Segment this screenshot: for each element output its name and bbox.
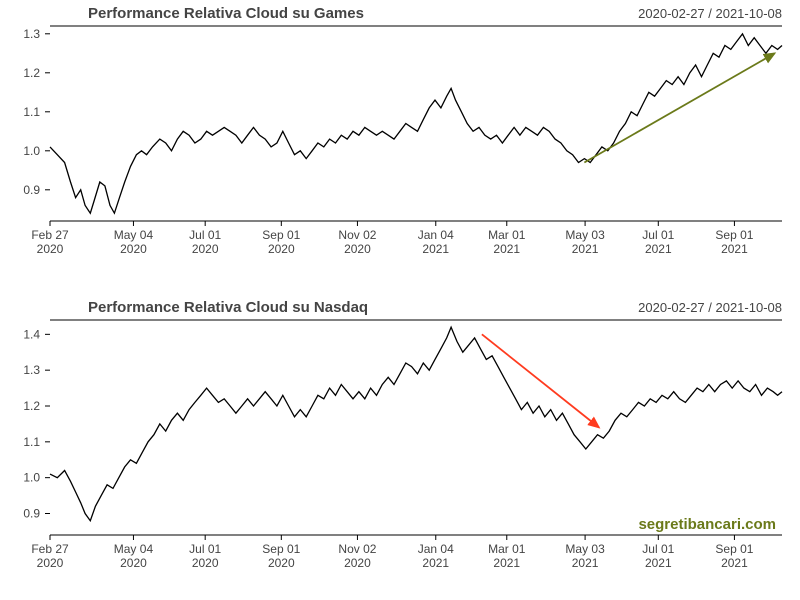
- x-tick-label-bottom: 2021: [572, 556, 599, 570]
- chart-top: Performance Relativa Cloud su Games 2020-…: [23, 5, 782, 256]
- x-tick-label-top: Sep 01: [262, 228, 300, 242]
- chart-top-trend-arrow: [584, 53, 774, 162]
- chart-top-series-line: [50, 34, 782, 213]
- y-tick-label: 0.9: [23, 183, 40, 197]
- chart-canvas: Performance Relativa Cloud su Games 2020-…: [0, 0, 800, 600]
- y-tick-label: 1.0: [23, 471, 40, 485]
- y-tick-label: 1.2: [23, 66, 40, 80]
- chart-bottom-trend-arrow: [482, 334, 599, 427]
- x-tick-label-top: Jul 01: [642, 542, 674, 556]
- x-tick-label-bottom: 2021: [422, 242, 449, 256]
- x-tick-label-bottom: 2021: [645, 242, 672, 256]
- x-tick-label-bottom: 2021: [493, 556, 520, 570]
- x-tick-label-top: Nov 02: [338, 228, 376, 242]
- x-tick-label-bottom: 2020: [37, 556, 64, 570]
- watermark-text: segretibancari.com: [638, 516, 776, 533]
- y-tick-label: 1.3: [23, 27, 40, 41]
- x-tick-label-top: Sep 01: [262, 542, 300, 556]
- chart-top-title: Performance Relativa Cloud su Games: [88, 5, 364, 22]
- x-tick-label-top: Sep 01: [715, 228, 753, 242]
- x-tick-label-bottom: 2020: [192, 556, 219, 570]
- x-tick-label-top: Jan 04: [418, 542, 454, 556]
- x-tick-label-bottom: 2021: [721, 242, 748, 256]
- x-tick-label-top: Feb 27: [31, 542, 69, 556]
- x-tick-label-bottom: 2021: [572, 242, 599, 256]
- x-tick-label-bottom: 2020: [192, 242, 219, 256]
- x-tick-label-top: Mar 01: [488, 542, 526, 556]
- x-tick-label-bottom: 2021: [422, 556, 449, 570]
- x-tick-label-bottom: 2020: [344, 556, 371, 570]
- x-tick-label-top: Jul 01: [642, 228, 674, 242]
- x-tick-label-bottom: 2020: [344, 242, 371, 256]
- x-tick-label-top: Mar 01: [488, 228, 526, 242]
- x-tick-label-top: Sep 01: [715, 542, 753, 556]
- x-tick-label-bottom: 2020: [120, 556, 147, 570]
- x-tick-label-bottom: 2021: [645, 556, 672, 570]
- x-tick-label-top: Jan 04: [418, 228, 454, 242]
- y-tick-label: 0.9: [23, 507, 40, 521]
- x-tick-label-top: Jul 01: [189, 542, 221, 556]
- x-tick-label-bottom: 2020: [120, 242, 147, 256]
- chart-bottom-title: Performance Relativa Cloud su Nasdaq: [88, 299, 368, 316]
- x-tick-label-top: Feb 27: [31, 228, 69, 242]
- x-tick-label-top: May 03: [565, 542, 605, 556]
- x-tick-label-bottom: 2021: [721, 556, 748, 570]
- y-tick-label: 1.1: [23, 105, 40, 119]
- x-tick-label-bottom: 2020: [268, 556, 295, 570]
- x-tick-label-top: May 03: [565, 228, 605, 242]
- y-tick-label: 1.1: [23, 435, 40, 449]
- chart-bottom-date-range: 2020-02-27 / 2021-10-08: [638, 300, 782, 315]
- x-tick-label-bottom: 2020: [268, 242, 295, 256]
- x-tick-label-top: May 04: [114, 542, 154, 556]
- y-tick-label: 1.2: [23, 399, 40, 413]
- x-tick-label-top: Nov 02: [338, 542, 376, 556]
- x-tick-label-top: May 04: [114, 228, 154, 242]
- chart-top-date-range: 2020-02-27 / 2021-10-08: [638, 6, 782, 21]
- x-tick-label-top: Jul 01: [189, 228, 221, 242]
- y-tick-label: 1.3: [23, 363, 40, 377]
- x-tick-label-bottom: 2021: [493, 242, 520, 256]
- chart-bottom-series-line: [50, 327, 782, 521]
- y-tick-label: 1.0: [23, 144, 40, 158]
- x-tick-label-bottom: 2020: [37, 242, 64, 256]
- y-tick-label: 1.4: [23, 327, 40, 341]
- chart-bottom: Performance Relativa Cloud su Nasdaq 2020…: [23, 299, 782, 570]
